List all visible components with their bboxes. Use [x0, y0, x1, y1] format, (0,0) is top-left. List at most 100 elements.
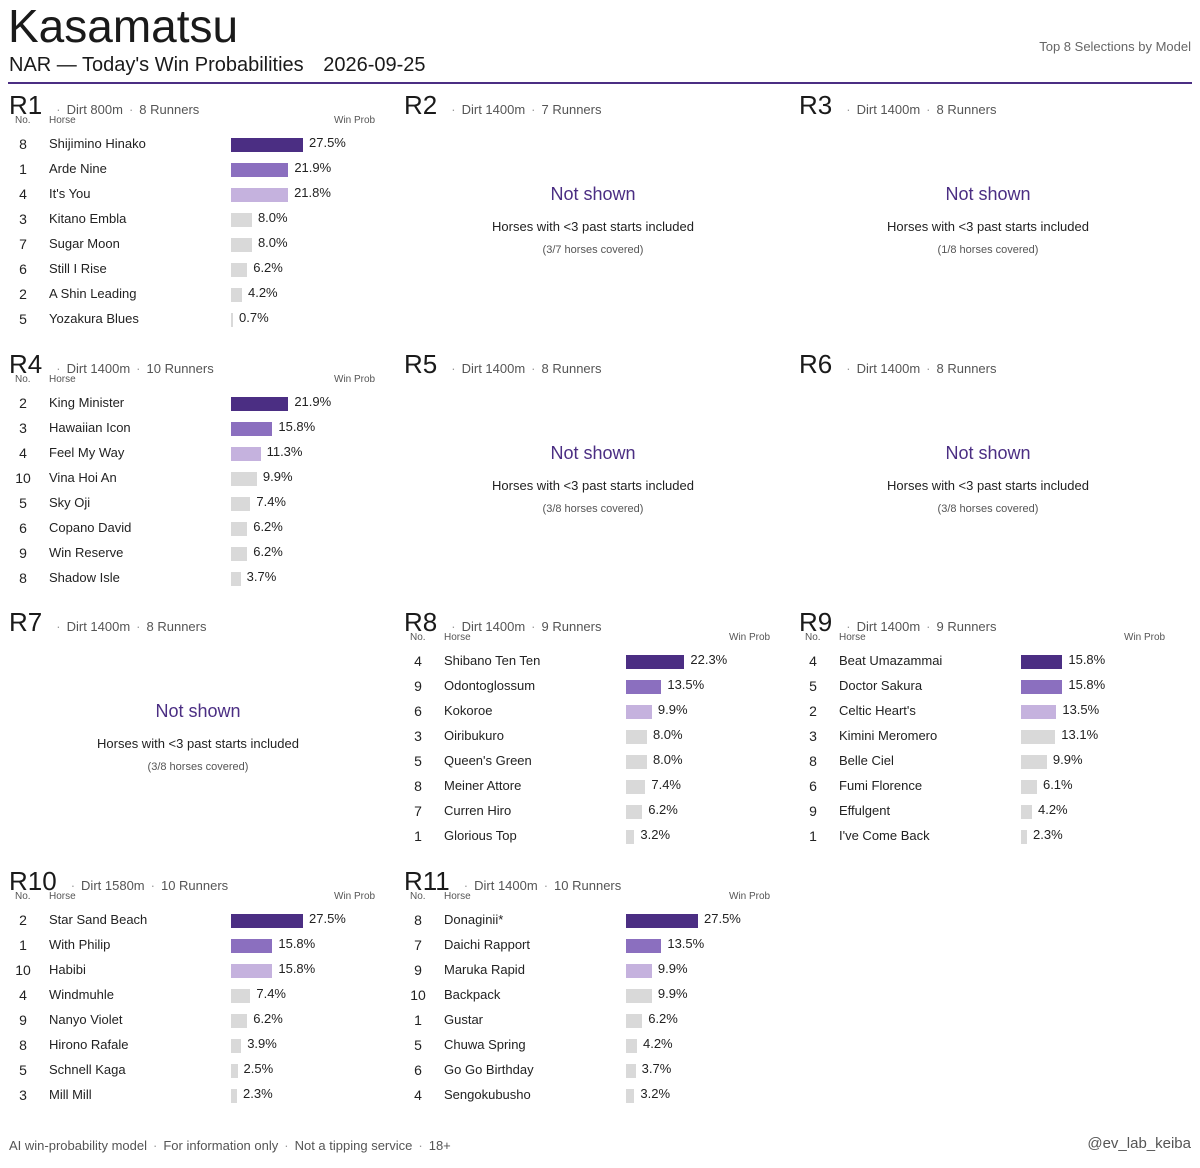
meta-sep: · — [451, 361, 456, 376]
col-header-no: No. — [805, 632, 821, 643]
runner-row: 1 Gustar 6.2% — [404, 1008, 782, 1033]
race-id: R3 — [799, 90, 833, 120]
race-meta: · Dirt 1400m · 9 Runners — [445, 619, 601, 634]
runner-row: 4 Shibano Ten Ten 22.3% — [404, 649, 782, 674]
footer-item: Not a tipping service — [294, 1138, 413, 1153]
win-prob-bar — [626, 730, 647, 744]
meta-sep: · — [846, 102, 851, 117]
horse-name: Hirono Rafale — [49, 1037, 129, 1052]
horse-name: Yozakura Blues — [49, 311, 139, 326]
col-header-horse: Horse — [444, 891, 471, 902]
race-meta: · Dirt 800m · 8 Runners — [50, 102, 199, 117]
win-prob-label: 3.2% — [640, 827, 671, 842]
win-prob-label: 7.4% — [651, 777, 681, 792]
race-surface: Dirt 1580m — [81, 878, 145, 893]
win-prob-label: 8.0% — [257, 210, 288, 225]
win-prob-bar — [231, 188, 289, 202]
win-prob-label: 21.9% — [294, 160, 332, 175]
horse-name: Go Go Birthday — [444, 1062, 534, 1077]
win-prob-bar — [231, 1064, 238, 1078]
win-prob-label: 8.0% — [257, 235, 288, 250]
win-prob-label: 9.9% — [657, 961, 688, 976]
runner-row: 3 Oiribukuro 8.0% — [404, 724, 782, 749]
not-shown-note: Horses with <3 past starts included — [492, 219, 694, 234]
win-prob-label: 13.5% — [667, 936, 705, 951]
horse-number: 9 — [809, 803, 817, 819]
horse-name: Win Reserve — [49, 545, 124, 560]
win-prob-bar — [231, 497, 251, 511]
race-surface: Dirt 1400m — [66, 361, 131, 376]
col-header-win-prob: Win Prob — [334, 115, 376, 126]
win-prob-bar — [231, 288, 242, 302]
race-runners: 8 Runners — [936, 102, 997, 117]
race-runners: 10 Runners — [554, 878, 622, 893]
win-prob-label: 3.9% — [247, 1036, 277, 1051]
win-prob-bar — [626, 705, 652, 719]
win-prob-label: 6.2% — [253, 260, 283, 275]
meta-sep: · — [531, 619, 536, 634]
horse-number: 4 — [809, 653, 817, 669]
runner-row: 7 Sugar Moon 8.0% — [9, 232, 387, 257]
race-id: R2 — [404, 90, 438, 120]
win-prob-bar — [231, 472, 257, 486]
win-prob-label: 27.5% — [309, 135, 346, 150]
runner-row: 4 Feel My Way 11.3% — [9, 441, 387, 466]
horse-name: Oiribukuro — [444, 728, 504, 743]
runner-row: 1 Glorious Top 3.2% — [404, 824, 782, 849]
horse-name: Sengokubusho — [444, 1087, 531, 1102]
win-prob-label: 22.3% — [690, 652, 728, 667]
win-prob-bar — [626, 989, 652, 1003]
col-header-win-prob: Win Prob — [334, 891, 376, 902]
runner-row: 9 Odontoglossum 13.5% — [404, 674, 782, 699]
horse-number: 5 — [414, 753, 422, 769]
race-runners: 8 Runners — [139, 102, 200, 117]
meta-sep: · — [70, 878, 76, 893]
win-prob-label: 2.5% — [243, 1061, 274, 1076]
horse-name: With Philip — [49, 937, 111, 952]
runner-row: 2 Celtic Heart's 13.5% — [799, 699, 1177, 724]
horse-number: 6 — [19, 261, 27, 277]
col-header-no: No. — [15, 115, 31, 126]
race-meta: · Dirt 1400m · 8 Runners — [840, 102, 996, 117]
win-prob-bar — [231, 213, 252, 227]
meta-sep: · — [531, 102, 536, 117]
horse-number: 9 — [414, 962, 422, 978]
win-prob-bar — [231, 939, 273, 953]
horse-name: Effulgent — [839, 803, 891, 818]
race-runners: 9 Runners — [936, 619, 997, 634]
race-panel-r8: R8 · Dirt 1400m · 9 Runners No. Horse Win Prob 4… — [404, 605, 782, 855]
race-panel-r9: R9 · Dirt 1400m · 9 Runners No. Horse Win Prob 4… — [799, 605, 1177, 855]
runner-row: 4 Sengokubusho 3.2% — [404, 1083, 782, 1108]
footer-item: AI win-probability model — [9, 1138, 148, 1153]
race-id: R1 — [9, 90, 43, 120]
horse-name: Meiner Attore — [444, 778, 522, 793]
horse-number: 4 — [19, 186, 27, 202]
meta-sep: · — [846, 619, 851, 634]
horse-name: Celtic Heart's — [839, 703, 916, 718]
win-prob-bar — [231, 397, 289, 411]
runner-row: 6 Fumi Florence 6.1% — [799, 774, 1177, 799]
not-shown-title: Not shown — [155, 701, 241, 721]
win-prob-bar — [231, 238, 252, 252]
win-prob-label: 7.4% — [256, 986, 286, 1001]
col-header-win-prob: Win Prob — [1124, 632, 1166, 643]
race-panel-r7: R7 · Dirt 1400m · 8 Runners Not shown Horses w… — [9, 605, 387, 855]
horse-number: 8 — [809, 753, 817, 769]
runner-row: 5 Queen's Green 8.0% — [404, 749, 782, 774]
runner-row: 9 Effulgent 4.2% — [799, 799, 1177, 824]
col-header-horse: Horse — [49, 374, 76, 385]
horse-number: 8 — [19, 136, 27, 152]
win-prob-bar — [626, 1089, 635, 1103]
win-prob-label: 4.2% — [642, 1036, 673, 1051]
page-title: Kasamatsu — [8, 0, 239, 52]
win-prob-bar — [626, 655, 685, 669]
meta-sep: · — [136, 619, 141, 634]
race-runners: 9 Runners — [541, 619, 602, 634]
win-prob-label: 13.5% — [667, 677, 705, 692]
race-panel-r2: R2 · Dirt 1400m · 7 Runners Not shown Horses w… — [404, 88, 782, 338]
race-header: R2 · Dirt 1400m · 7 Runners — [404, 88, 602, 122]
horse-name: Daichi Rapport — [444, 937, 530, 952]
win-prob-bar — [231, 313, 233, 327]
win-prob-bar — [626, 914, 698, 928]
horse-name: Kitano Embla — [49, 211, 127, 226]
